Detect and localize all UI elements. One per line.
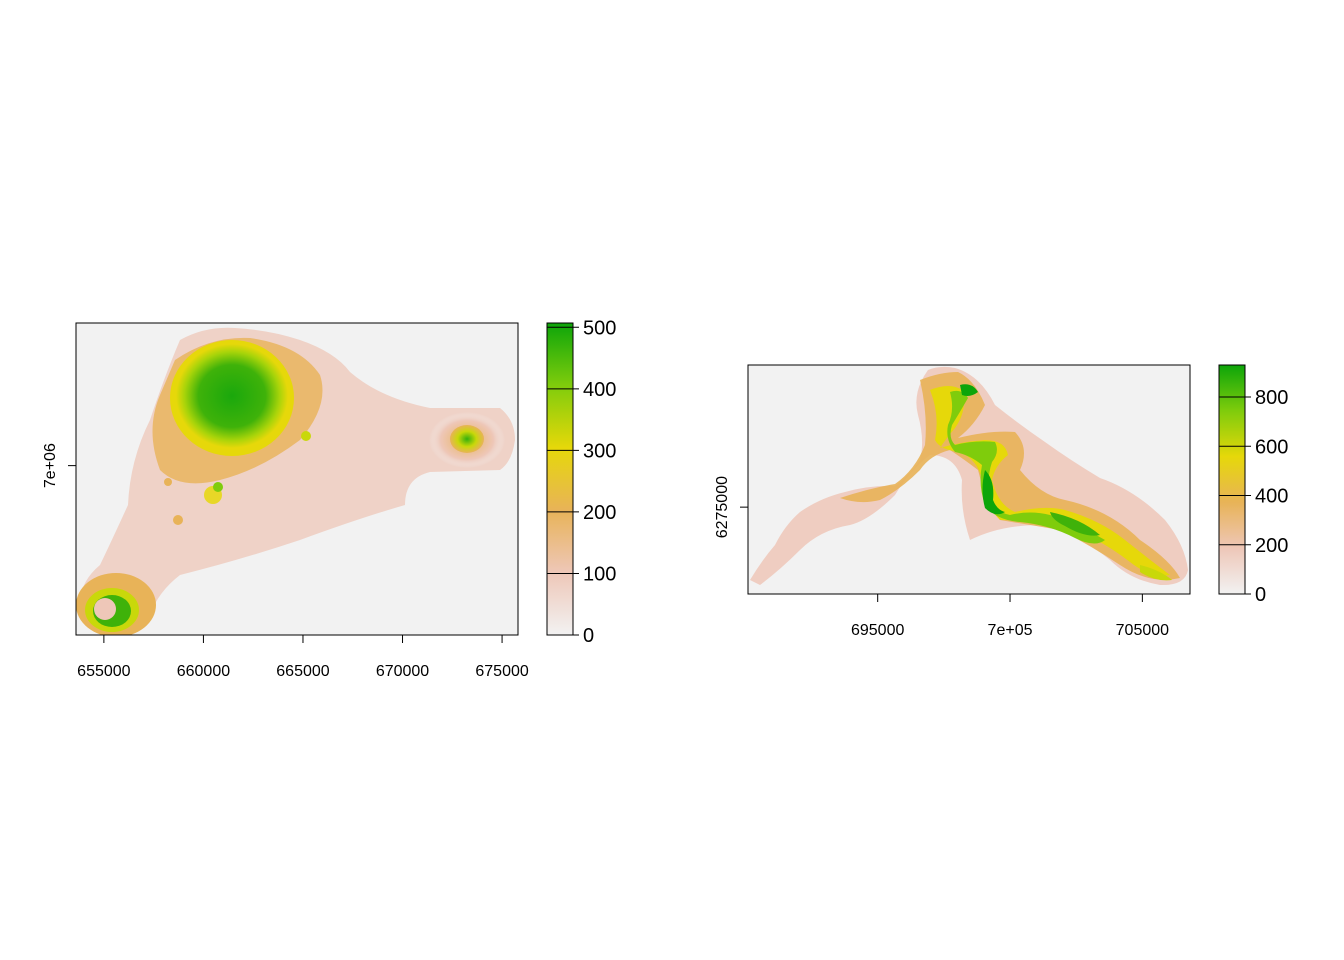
right-y-tick-label: 6275000 xyxy=(714,476,731,538)
right-x-axis: 695000 7e+05 705000 xyxy=(851,594,1169,639)
right-legend-color-bar xyxy=(1218,364,1246,595)
left-plot-frame xyxy=(75,322,519,636)
right-color-legend: 0 200 400 600 800 xyxy=(1218,364,1288,606)
left-x-tick-label: 660000 xyxy=(177,663,230,680)
right-y-axis: 6275000 xyxy=(714,476,748,538)
left-legend-color-bar xyxy=(546,322,574,636)
right-legend-tick-label: 200 xyxy=(1255,535,1288,557)
left-legend-tick-label: 300 xyxy=(583,440,616,462)
left-legend-tick-label: 500 xyxy=(583,317,616,339)
left-x-tick-label: 665000 xyxy=(276,663,329,680)
right-x-tick-label: 695000 xyxy=(851,622,904,639)
right-legend-tick-label: 400 xyxy=(1255,486,1288,508)
left-legend-tick-label: 400 xyxy=(583,379,616,401)
right-x-tick-label: 7e+05 xyxy=(988,622,1033,639)
left-y-tick-label: 7e+06 xyxy=(42,443,59,488)
left-x-tick-label: 670000 xyxy=(376,663,429,680)
right-legend-tick-label: 0 xyxy=(1255,584,1266,606)
left-y-axis: 7e+06 xyxy=(42,443,76,488)
left-legend-tick-label: 100 xyxy=(583,563,616,585)
right-elevation-raster xyxy=(750,366,1188,586)
right-map-panel: 695000 7e+05 705000 6275000 0 200 400 600 800 xyxy=(714,364,1288,639)
left-legend-tick-label: 200 xyxy=(583,502,616,524)
right-plot-frame xyxy=(747,364,1191,595)
left-legend-tick-label: 0 xyxy=(583,625,594,647)
left-x-axis: 655000 660000 665000 670000 675000 xyxy=(77,635,529,680)
left-map-panel: 655000 660000 665000 670000 675000 7e+06 0 10… xyxy=(42,317,616,680)
left-color-legend: 0 100 200 300 400 500 xyxy=(546,317,616,647)
left-x-tick-label: 655000 xyxy=(77,663,130,680)
left-elevation-raster xyxy=(76,327,515,635)
right-legend-tick-label: 800 xyxy=(1255,387,1288,409)
left-x-tick-label: 675000 xyxy=(475,663,528,680)
right-x-tick-label: 705000 xyxy=(1116,622,1169,639)
right-legend-tick-label: 600 xyxy=(1255,436,1288,458)
